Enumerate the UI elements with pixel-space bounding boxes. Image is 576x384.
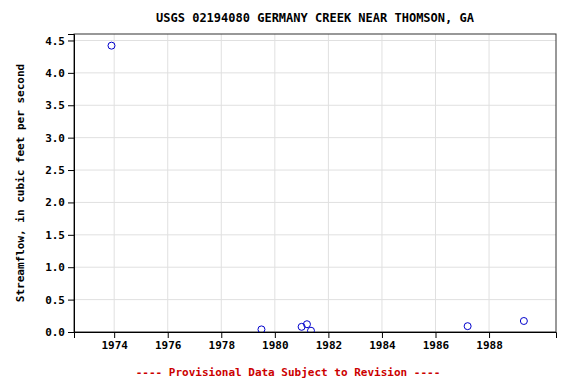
grid-line-y xyxy=(74,105,556,106)
tick-mark xyxy=(68,73,74,74)
grid-line-y xyxy=(74,72,556,73)
tick-mark xyxy=(382,332,383,338)
tick: 1.0 xyxy=(45,261,74,274)
grid-line-x xyxy=(381,34,382,332)
tick-label: 1986 xyxy=(423,339,450,352)
y-axis: 0.0 0.5 1.0 1.5 2.0 2.5 3.0 3.5 4.0 4.5 xyxy=(45,34,74,339)
grid-line-y xyxy=(74,299,556,300)
tick: 0.0 xyxy=(45,326,74,339)
tick-label: 3.5 xyxy=(45,99,65,112)
tick-label: 2.0 xyxy=(45,196,65,209)
point xyxy=(520,317,527,324)
tick: 4.5 xyxy=(45,34,74,47)
tick: 1.5 xyxy=(45,229,74,242)
tick-mark xyxy=(68,40,74,41)
point xyxy=(108,42,115,49)
tick: 0.5 xyxy=(45,294,74,307)
annotation: ---- Provisional Data Subject to Revisio… xyxy=(136,366,441,379)
tick-label: 3.0 xyxy=(45,132,65,145)
grid-line-y xyxy=(74,234,556,235)
tick-mark xyxy=(275,332,276,338)
title: USGS 02194080 GERMANY CREEK NEAR THOMSON… xyxy=(156,11,475,25)
grid-line-y xyxy=(74,137,556,138)
tick: 1982 xyxy=(316,332,343,352)
chart: 1974 1976 1978 1980 1982 1984 1986 1988 0.0 0.5 1.… xyxy=(0,0,576,384)
tick-mark xyxy=(68,202,74,203)
grid-line-x xyxy=(274,34,275,332)
tick-mark xyxy=(68,235,74,236)
tick-label: 1982 xyxy=(316,339,343,352)
point xyxy=(307,327,314,332)
tick-mark xyxy=(489,332,490,338)
grid-line-y xyxy=(74,267,556,268)
tick-mark xyxy=(114,332,115,338)
point xyxy=(303,321,310,328)
tick-label: 2.5 xyxy=(45,164,65,177)
tick-label: 1974 xyxy=(101,339,128,352)
point xyxy=(464,323,471,330)
grid-line-x xyxy=(435,34,436,332)
axis-domain xyxy=(75,333,557,339)
tick-label: 1.0 xyxy=(45,261,65,274)
tick: 1974 xyxy=(101,332,128,352)
tick: 1988 xyxy=(476,332,503,352)
tick-label: 1976 xyxy=(155,339,182,352)
tick: 1984 xyxy=(369,332,396,352)
tick: 1976 xyxy=(155,332,182,352)
tick-mark xyxy=(221,332,222,338)
tick: 2.5 xyxy=(45,164,74,177)
tick: 2.0 xyxy=(45,196,74,209)
tick-mark xyxy=(168,332,169,338)
grid-line-x xyxy=(328,34,329,332)
grid xyxy=(74,34,556,332)
tick: 3.5 xyxy=(45,99,74,112)
tick-mark xyxy=(68,138,74,139)
tick-label: 1.5 xyxy=(45,229,65,242)
plot: 1974 1976 1978 1980 1982 1984 1986 1988 0.0 0.5 1.… xyxy=(45,34,556,352)
tick-mark xyxy=(68,105,74,106)
grid-line-x xyxy=(221,34,222,332)
y-axis-title: Streamflow, in cubic feet per second xyxy=(14,64,27,302)
tick-mark xyxy=(68,300,74,301)
grid-line-y xyxy=(74,40,556,41)
tick: 1980 xyxy=(262,332,289,352)
tick-label: 4.0 xyxy=(45,67,65,80)
tick-mark xyxy=(68,170,74,171)
grid-line-y xyxy=(74,170,556,171)
tick: 1986 xyxy=(423,332,450,352)
tick-label: 0.5 xyxy=(45,294,65,307)
tick: 1978 xyxy=(209,332,236,352)
points xyxy=(108,42,527,332)
tick-label: 1978 xyxy=(209,339,236,352)
point xyxy=(258,326,265,332)
axis-domain xyxy=(68,35,75,333)
tick-label: 1980 xyxy=(262,339,289,352)
tick-mark xyxy=(436,332,437,338)
grid-line-x xyxy=(167,34,168,332)
tick: 4.0 xyxy=(45,67,74,80)
tick-label: 4.5 xyxy=(45,34,65,47)
tick-mark xyxy=(68,267,74,268)
tick: 3.0 xyxy=(45,132,74,145)
tick-label: 1988 xyxy=(476,339,503,352)
tick-label: 1984 xyxy=(369,339,396,352)
tick-mark xyxy=(68,332,74,333)
grid-line-y xyxy=(74,202,556,203)
x-axis: 1974 1976 1978 1980 1982 1984 1986 1988 xyxy=(75,332,557,352)
plot-frame xyxy=(74,34,556,332)
tick-label: 0.0 xyxy=(45,326,65,339)
grid-line-x xyxy=(114,34,115,332)
tick-mark xyxy=(328,332,329,338)
grid-line-x xyxy=(489,34,490,332)
